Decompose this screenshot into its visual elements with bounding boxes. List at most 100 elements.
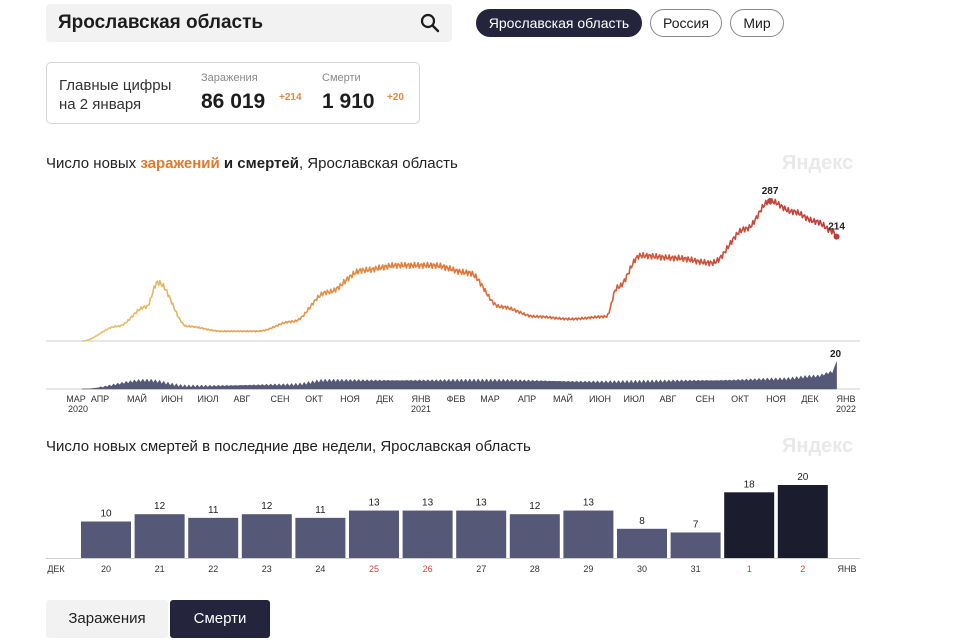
- summary-title-line2: на 2 января: [59, 96, 142, 113]
- summary-card: Главные цифры на 2 января Заражения 86 0…: [46, 62, 420, 124]
- death-bar: [134, 514, 185, 558]
- yandex-logo-2: Яндекс: [782, 435, 854, 457]
- cases-value: 86 019: [201, 90, 266, 113]
- month-tick-label: МАЙ: [553, 393, 573, 404]
- chart1-title-cases: заражений: [140, 155, 220, 172]
- bar-day-label: 25: [369, 564, 379, 574]
- bar-value-label: 20: [797, 472, 809, 483]
- cases-point-marker: [833, 233, 840, 240]
- bar-value-label: 13: [476, 498, 488, 509]
- month-tick-label: МАР: [66, 394, 86, 404]
- chart1-title: Число новых заражений и смертей, Ярослав…: [46, 155, 458, 172]
- month-tick-label: ИЮЛ: [623, 394, 644, 404]
- bar-day-label: 26: [423, 564, 433, 574]
- cases-series-line: [82, 198, 838, 342]
- death-bar: [670, 532, 721, 558]
- month-tick-label: ИЮН: [589, 394, 611, 404]
- year-tick-label: 2022: [836, 404, 856, 414]
- death-bar: [617, 528, 667, 558]
- cases-label: Заражения: [201, 72, 258, 84]
- month-tick-label: ДЕК: [376, 394, 394, 404]
- search-icon[interactable]: [420, 13, 440, 33]
- month-tick-label: ИЮН: [161, 394, 183, 404]
- search-input[interactable]: Ярославская область: [58, 12, 264, 33]
- deaths-mini-chart: 20: [46, 349, 860, 390]
- bar-value-label: 11: [315, 505, 326, 516]
- month-tick-label: ИЮЛ: [197, 394, 218, 404]
- deaths-value: 1 910: [322, 90, 375, 113]
- cases-point-marker: [767, 198, 774, 204]
- chart1-title-deaths: и смертей: [219, 155, 299, 172]
- bar-value-label: 8: [639, 516, 645, 527]
- region-pill-russia[interactable]: Россия: [650, 9, 722, 37]
- chart1-title-region: , Ярославская область: [298, 155, 458, 172]
- tab-deaths[interactable]: Смерти: [170, 600, 270, 638]
- death-bar: [563, 510, 614, 558]
- chart2-title: Число новых смертей в последние две неде…: [46, 438, 531, 455]
- bar-day-label: 29: [583, 564, 593, 574]
- month-tick-label: СЕН: [695, 394, 714, 404]
- tab-cases[interactable]: Заражения: [46, 600, 168, 638]
- bar-value-label: 10: [100, 509, 112, 520]
- region-pill-yaroslavl[interactable]: Ярославская область: [476, 9, 642, 37]
- bar-day-label: 2: [800, 564, 805, 574]
- death-bar: [777, 485, 828, 558]
- month-tick-label: МАР: [480, 394, 500, 404]
- bar-day-label: 23: [262, 564, 272, 574]
- month-tick-label: МАЙ: [127, 393, 147, 404]
- month-tick-label: АВГ: [660, 394, 677, 404]
- deaths-delta: +20: [387, 92, 404, 103]
- deaths-mini-area: [82, 362, 837, 390]
- death-bar: [295, 517, 346, 558]
- bar-day-label: 21: [155, 564, 165, 574]
- bar-value-label: 13: [368, 498, 380, 509]
- month-tick-label: АПР: [518, 394, 536, 404]
- cases-peak-label: 287: [762, 186, 779, 197]
- death-bar: [456, 510, 507, 558]
- region-search[interactable]: Ярославская область: [46, 4, 452, 42]
- month-tick-label: ОКТ: [305, 394, 323, 404]
- bar-month-right: ЯНВ: [837, 564, 856, 574]
- death-bar: [402, 510, 453, 558]
- death-bar: [724, 492, 775, 558]
- month-tick-label: АВГ: [234, 394, 251, 404]
- bar-value-label: 12: [261, 501, 273, 512]
- month-tick-label: НОЯ: [766, 394, 786, 404]
- month-tick-label: АПР: [91, 394, 109, 404]
- bar-value-label: 13: [583, 498, 595, 509]
- region-pill-world[interactable]: Мир: [730, 9, 784, 37]
- month-tick-label: ДЕК: [801, 394, 819, 404]
- month-tick-label: СЕН: [270, 394, 289, 404]
- month-tick-label: ЯНВ: [836, 394, 855, 404]
- deaths-label: Смерти: [322, 72, 361, 84]
- bar-day-label: 28: [530, 564, 540, 574]
- cases-line-chart: 287 214: [46, 186, 860, 342]
- bar-month-left: ДЕК: [47, 564, 65, 574]
- year-tick-label: 2020: [68, 404, 88, 414]
- bar-day-label: 24: [315, 564, 325, 574]
- bar-value-label: 7: [693, 519, 699, 530]
- bar-day-label: 27: [476, 564, 486, 574]
- death-bar: [81, 521, 131, 558]
- timeline-axis: МАР АПР МАЙ ИЮН ИЮЛ АВГ СЕН ОКТ НОЯ ДЕК ЯНВ ФЕВ МАР А…: [66, 393, 856, 414]
- death-bar: [188, 517, 239, 558]
- month-tick-label: НОЯ: [340, 394, 360, 404]
- bar-day-label: 20: [101, 564, 111, 574]
- month-tick-label: ОКТ: [731, 394, 749, 404]
- chart1-title-pre: Число новых: [46, 155, 141, 172]
- death-bar: [349, 510, 399, 558]
- summary-title: Главные цифры на 2 января: [59, 76, 171, 114]
- summary-title-line1: Главные цифры: [59, 77, 172, 94]
- bar-day-label: 22: [208, 564, 218, 574]
- cases-delta: +214: [279, 92, 302, 103]
- bar-value-label: 11: [208, 505, 219, 516]
- death-bar: [509, 514, 560, 558]
- bar-day-label: 1: [747, 564, 752, 574]
- bar-value-label: 12: [529, 501, 541, 512]
- bar-day-label: 30: [637, 564, 647, 574]
- month-tick-label: ФЕВ: [447, 394, 466, 404]
- year-tick-label: 2021: [411, 404, 431, 414]
- bar-value-label: 18: [744, 479, 756, 490]
- deaths-mini-label: 20: [830, 349, 842, 360]
